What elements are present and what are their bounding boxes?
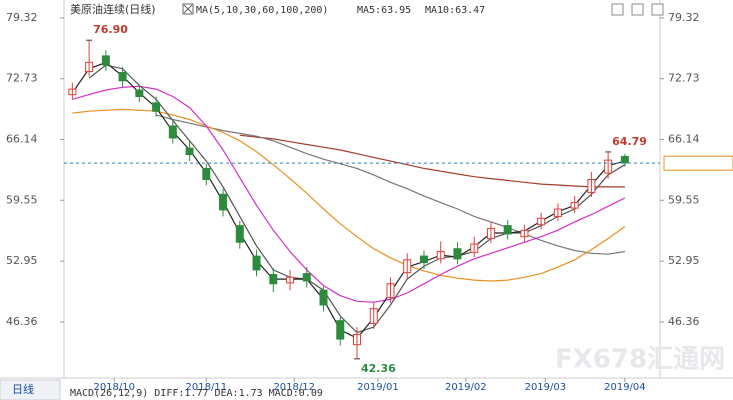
y-tick-label: 79.32	[6, 11, 38, 24]
ma-line	[72, 108, 626, 282]
y-tick-label: 46.36	[668, 315, 700, 328]
ma-readout: MA5:63.95	[357, 5, 411, 16]
toolbar	[611, 3, 664, 16]
annotation-label: 76.90	[93, 23, 128, 36]
checkbox-mark	[183, 4, 193, 14]
x-tick-label: 2019/01	[357, 382, 399, 393]
ma-line	[155, 114, 625, 255]
ma-line	[71, 61, 626, 339]
x-tick-label: 2019/03	[525, 382, 567, 393]
y-tick-label: 59.55	[6, 193, 38, 206]
tab[interactable]	[0, 379, 61, 400]
x-tick-label: 2018/12	[273, 382, 315, 393]
indicator-label: MA(5,10,30,60,100,200)	[196, 5, 328, 16]
ma-readout: MA10:63.47	[425, 5, 485, 16]
minimize-button[interactable]	[611, 3, 624, 16]
y-tick-label: 52.95	[668, 254, 700, 267]
ma-line	[239, 134, 625, 188]
tab-label: 日线	[12, 382, 34, 396]
y-tick-label: 46.36	[6, 315, 38, 328]
maximize-button[interactable]	[631, 3, 644, 16]
x-tick-label: 2019/02	[445, 382, 487, 393]
y-tick-label: 72.73	[668, 72, 700, 85]
close-button[interactable]	[651, 3, 664, 16]
annotation-label: 64.79	[612, 135, 647, 148]
y-tick-label: 59.55	[668, 193, 700, 206]
chart-title: 美原油连续(日线)	[70, 2, 156, 16]
y-tick-label: 66.14	[668, 132, 700, 145]
y-tick-label: 72.73	[6, 72, 38, 85]
x-tick-label: 2018/11	[186, 382, 228, 393]
x-tick-label: 2018/10	[93, 382, 135, 393]
ma-line	[72, 85, 626, 303]
last-price-box	[663, 155, 733, 171]
macd-readout: MACD(26,12,9) DIFF:1.77 DEA:1.73 MACD:0.…	[70, 388, 323, 399]
watermark: FX678汇通网	[555, 345, 725, 375]
y-tick-label: 52.95	[6, 254, 38, 267]
y-tick-label: 66.14	[6, 132, 38, 145]
y-tick-label: 79.32	[668, 11, 700, 24]
annotation-label: 42.36	[361, 362, 396, 375]
x-tick-label: 2019/04	[604, 382, 646, 393]
